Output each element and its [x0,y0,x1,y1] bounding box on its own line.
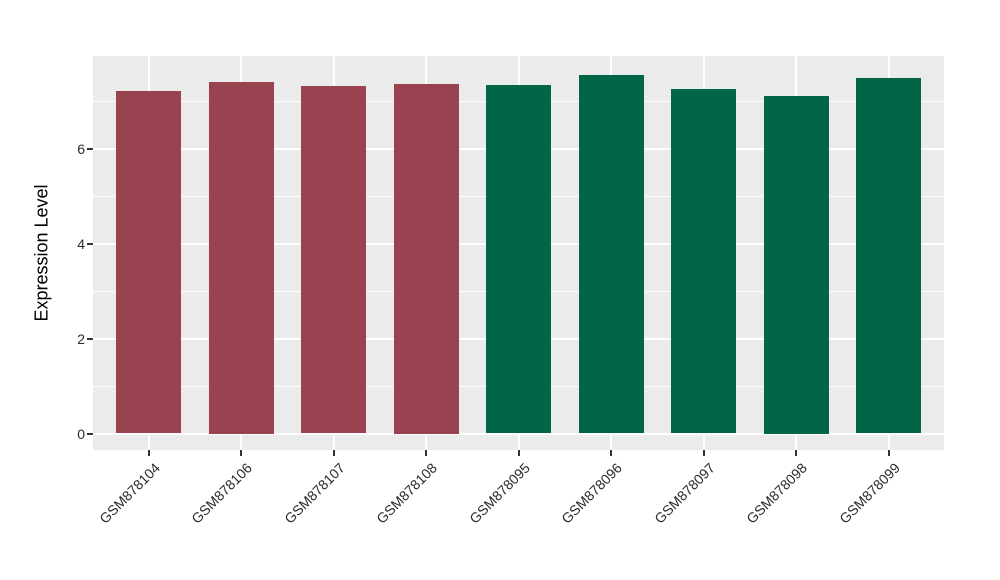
x-tick-label: GSM878096 [558,459,626,527]
bar [116,91,181,434]
bar [393,84,459,434]
bar [208,82,274,434]
x-tick-mark [795,450,797,456]
y-tick-label: 6 [77,140,85,157]
x-tick-label: GSM878106 [188,459,256,527]
y-tick-mark [87,337,93,340]
y-tick-mark [87,147,93,150]
bar [671,88,736,434]
bar [578,75,644,434]
x-tick-mark [332,450,335,456]
plot-panel [93,56,944,450]
bar [301,86,366,434]
bar [856,77,921,434]
x-tick-mark [887,450,890,456]
x-tick-mark [517,450,520,456]
y-tick-label: 0 [77,425,85,442]
x-tick-mark [702,450,705,456]
x-tick-label: GSM878107 [280,459,348,527]
x-tick-mark [240,450,242,456]
y-tick-mark [87,242,93,245]
x-tick-label: GSM878097 [650,459,718,527]
y-tick-label: 4 [77,235,85,252]
x-tick-label: GSM878099 [835,459,903,527]
x-tick-mark [425,450,427,456]
bar [763,96,829,434]
x-tick-label: GSM878104 [95,459,163,527]
x-tick-label: GSM878098 [743,459,811,527]
x-tick-mark [147,450,150,456]
bar [486,85,551,434]
x-tick-label: GSM878095 [465,459,533,527]
y-axis-title: Expression Level [31,184,52,322]
y-tick-mark [87,432,93,435]
y-tick-label: 2 [77,330,85,347]
x-tick-label: GSM878108 [373,459,441,527]
x-tick-mark [610,450,612,456]
